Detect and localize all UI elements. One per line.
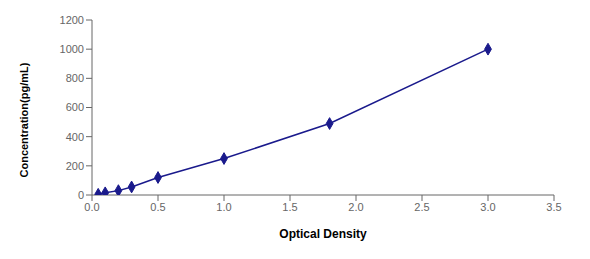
svg-text:1.0: 1.0	[216, 201, 231, 213]
svg-text:400: 400	[66, 131, 84, 143]
svg-text:2.0: 2.0	[348, 201, 363, 213]
svg-text:1.5: 1.5	[282, 201, 297, 213]
svg-text:2.5: 2.5	[414, 201, 429, 213]
svg-text:0.0: 0.0	[84, 201, 99, 213]
svg-text:Optical Density: Optical Density	[279, 227, 367, 241]
svg-text:200: 200	[66, 160, 84, 172]
svg-text:1000: 1000	[60, 43, 84, 55]
svg-text:3.5: 3.5	[546, 201, 561, 213]
svg-text:1200: 1200	[60, 14, 84, 26]
svg-text:0: 0	[78, 189, 84, 201]
svg-text:600: 600	[66, 101, 84, 113]
svg-text:3.0: 3.0	[480, 201, 495, 213]
svg-text:800: 800	[66, 72, 84, 84]
svg-text:Concentration(pg/mL): Concentration(pg/mL)	[18, 62, 30, 177]
svg-text:0.5: 0.5	[150, 201, 165, 213]
